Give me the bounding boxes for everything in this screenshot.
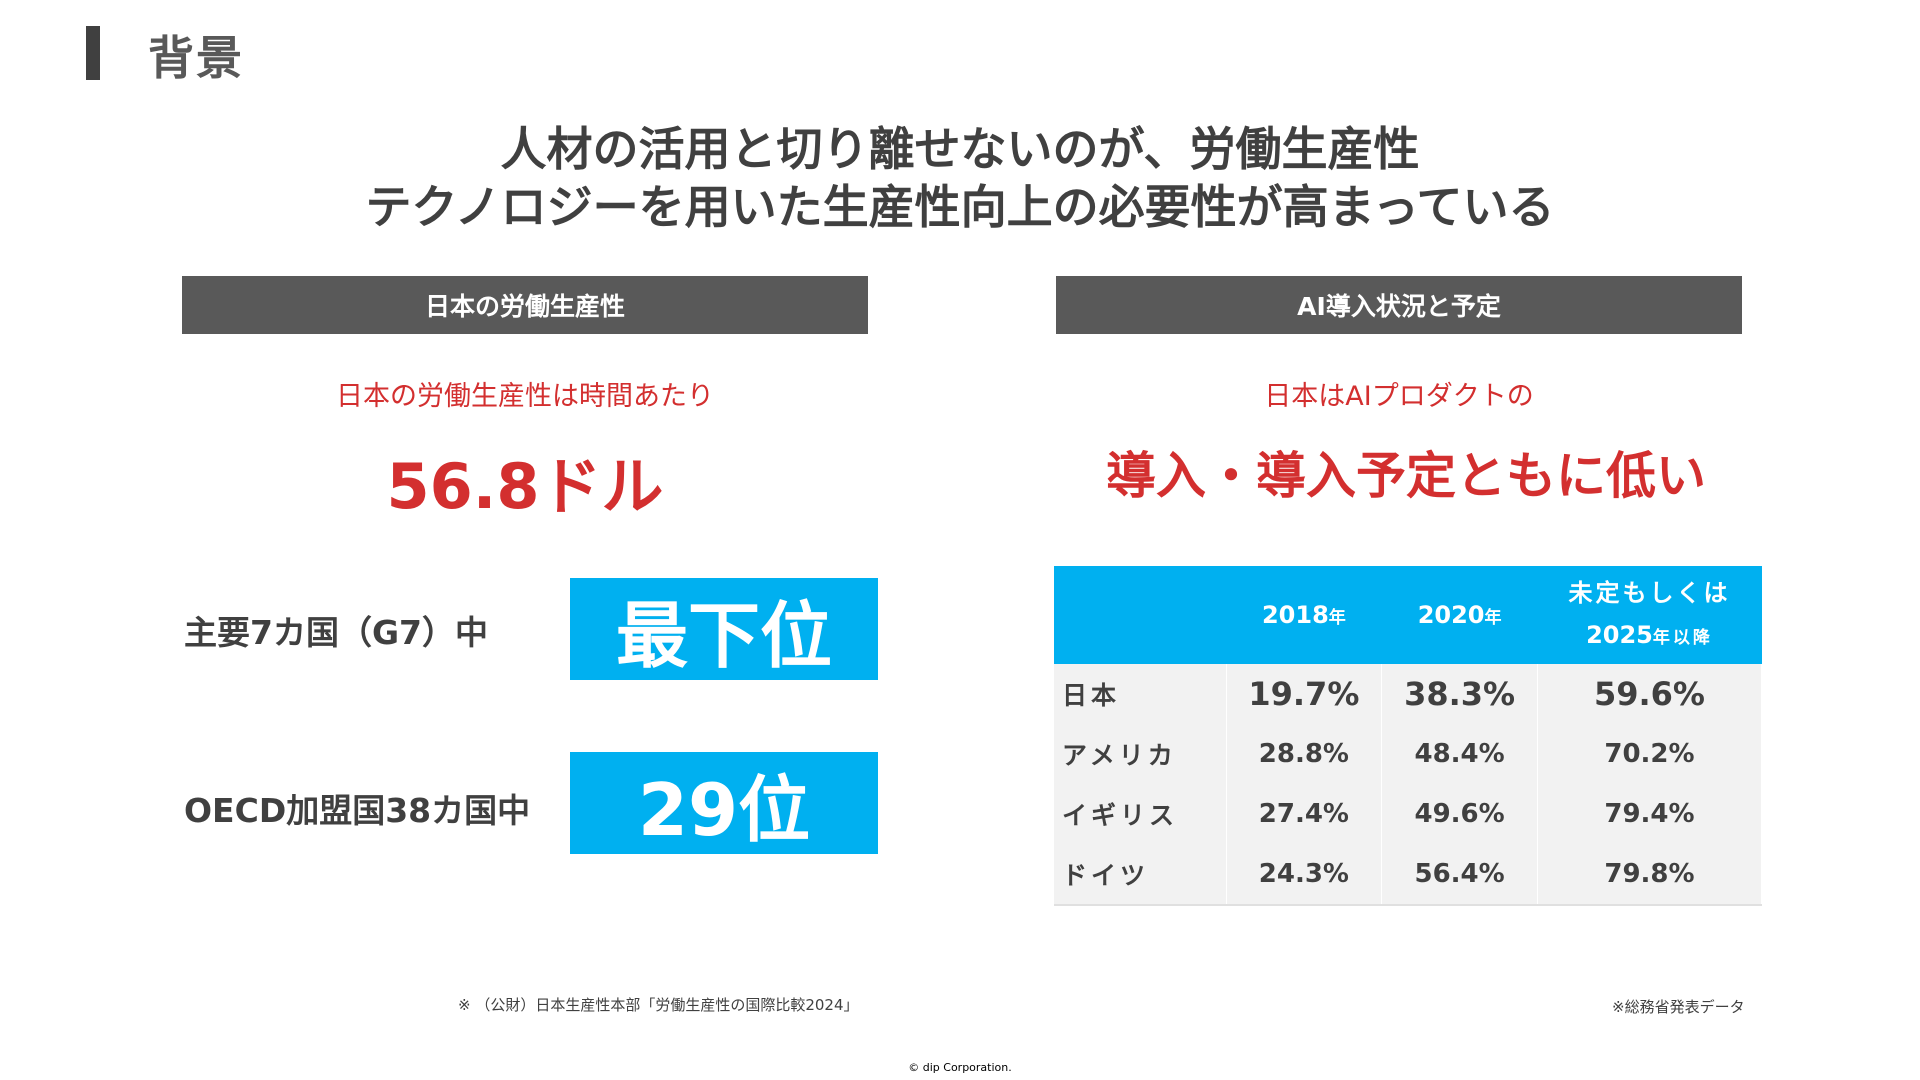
header-year: 2020 (1417, 601, 1485, 629)
value-cell: 28.8% (1226, 724, 1383, 784)
value-cell: 70.2% (1537, 724, 1763, 784)
country-cell: ドイツ (1054, 844, 1227, 906)
header-year: 2025 (1586, 620, 1653, 649)
header-unit: 年以降 (1652, 627, 1713, 648)
copyright: © dip Corporation. (908, 1061, 1012, 1074)
value-cell: 56.4% (1381, 844, 1538, 906)
value-cell: 48.4% (1381, 724, 1538, 784)
value-cell: 19.7% (1226, 664, 1383, 724)
value-cell: 79.8% (1537, 844, 1763, 906)
productivity-lead: 日本の労働生産性は時間あたり (336, 381, 714, 412)
header-future-line1: 未定もしくは (1568, 578, 1731, 607)
table-header-future: 未定もしくは 2025年以降 (1537, 566, 1762, 664)
table-header-2020: 2020年 (1381, 566, 1538, 664)
section-title: 背景 (148, 31, 244, 85)
table-row: ドイツ 24.3% 56.4% 79.8% (1054, 844, 1763, 906)
country-cell: アメリカ (1054, 724, 1227, 784)
ai-lead: 日本はAIプロダクトの (1264, 381, 1534, 412)
table-row: 日本 19.7% 38.3% 59.6% (1054, 664, 1763, 724)
value-cell: 79.4% (1537, 784, 1763, 844)
header-unit: 年 (1484, 608, 1502, 628)
value-cell: 49.6% (1381, 784, 1538, 844)
headline-line-2: テクノロジーを用いた生産性向上の必要性が高まっている (365, 180, 1555, 234)
headline-line-1: 人材の活用と切り離せないのが、労働生産性 (500, 122, 1420, 176)
value-cell: 38.3% (1381, 664, 1538, 724)
ai-headline: 導入・導入予定ともに低い (1106, 447, 1706, 505)
rank-label-oecd: OECD加盟国38カ国中 (184, 791, 531, 830)
right-panel-header: AI導入状況と予定 (1056, 276, 1742, 334)
header-unit: 年 (1328, 608, 1346, 628)
country-cell: 日本 (1054, 664, 1227, 724)
table-header-row: 2018年 2020年 未定もしくは 2025年以降 (1054, 566, 1762, 664)
value-cell: 27.4% (1226, 784, 1383, 844)
header-year: 2018 (1261, 601, 1329, 629)
productivity-value: 56.8ドル (386, 450, 664, 523)
country-cell: イギリス (1054, 784, 1227, 844)
section-title-bar (86, 26, 100, 80)
rank-box-oecd: 29位 (570, 752, 878, 854)
rank-label-g7: 主要7カ国（G7）中 (184, 613, 489, 652)
table-row: イギリス 27.4% 49.6% 79.4% (1054, 784, 1763, 844)
table-header-blank (1054, 566, 1226, 664)
value-cell: 59.6% (1537, 664, 1763, 724)
source-footnote-left: ※ （公財）日本生産性本部「労働生産性の国際比較2024」 (458, 996, 859, 1014)
table-header-2018: 2018年 (1226, 566, 1382, 664)
rank-box-g7: 最下位 (570, 578, 878, 680)
source-footnote-right: ※総務省発表データ (1612, 998, 1745, 1016)
value-cell: 24.3% (1226, 844, 1383, 906)
ai-adoption-table: 2018年 2020年 未定もしくは 2025年以降 日本 19.7% 38.3… (1054, 566, 1763, 906)
left-panel-header: 日本の労働生産性 (182, 276, 868, 334)
table-row: アメリカ 28.8% 48.4% 70.2% (1054, 724, 1763, 784)
